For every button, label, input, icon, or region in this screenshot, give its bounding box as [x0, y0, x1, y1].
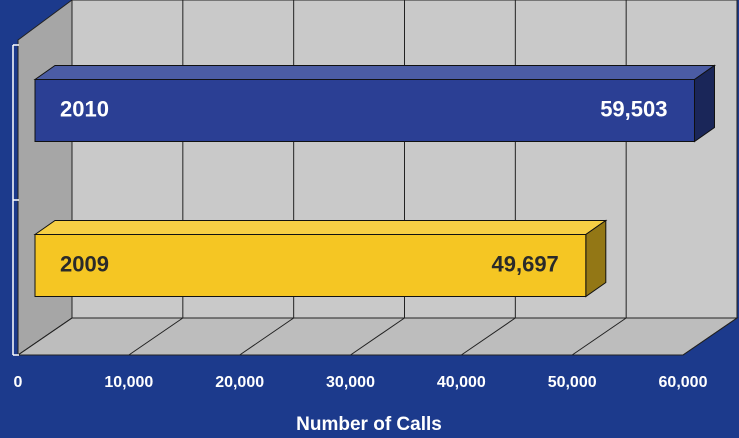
bar-side [585, 219, 607, 298]
floor-grid-line [350, 317, 405, 356]
floor-grid-line [682, 317, 738, 356]
bar-top [33, 220, 608, 235]
floor-grid-line [461, 317, 516, 356]
x-tick-label: 20,000 [215, 374, 264, 391]
bar [34, 234, 587, 297]
category-label: 2010 [60, 96, 109, 121]
x-tick-label: 40,000 [437, 374, 486, 391]
x-tick-label: 10,000 [104, 374, 153, 391]
left-wall [17, 0, 73, 356]
x-axis-label: Number of Calls [296, 414, 442, 435]
bar-top [33, 65, 717, 80]
x-tick-label: 30,000 [326, 374, 375, 391]
bar [34, 79, 695, 142]
floor-grid-line [239, 317, 294, 356]
bar-side [693, 64, 715, 143]
floor-grid-line [571, 317, 627, 356]
data-label: 49,697 [492, 251, 559, 276]
floor-grid-line [128, 317, 184, 356]
x-tick-label: 0 [14, 374, 23, 391]
x-tick-label: 60,000 [659, 374, 708, 391]
floor-grid-line [17, 317, 73, 356]
x-tick-label: 50,000 [548, 374, 597, 391]
data-label: 59,503 [600, 96, 667, 121]
category-label: 2009 [60, 251, 109, 276]
